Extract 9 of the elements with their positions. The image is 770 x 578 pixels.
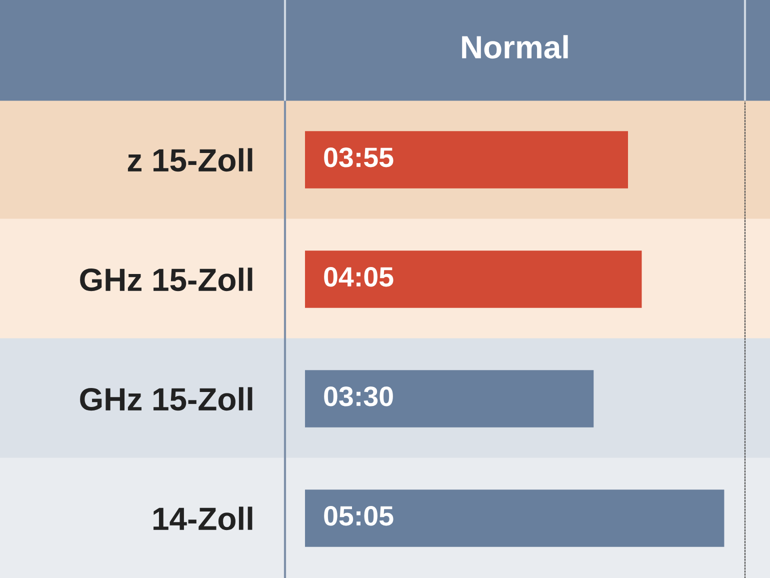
y-tick-label: GHz 15-Zoll [80,387,252,411]
data-label: 05:05 [324,506,394,526]
data-label: 04:05 [324,267,394,287]
chart-title: Normal [462,35,568,59]
y-tick-label: 14-Zoll [154,506,252,530]
data-label: 03:30 [324,386,393,406]
y-tick-label: z 15-Zoll [128,148,252,172]
y-tick-label: GHz 15-Zoll [80,268,252,292]
data-label: 03:55 [324,148,394,168]
